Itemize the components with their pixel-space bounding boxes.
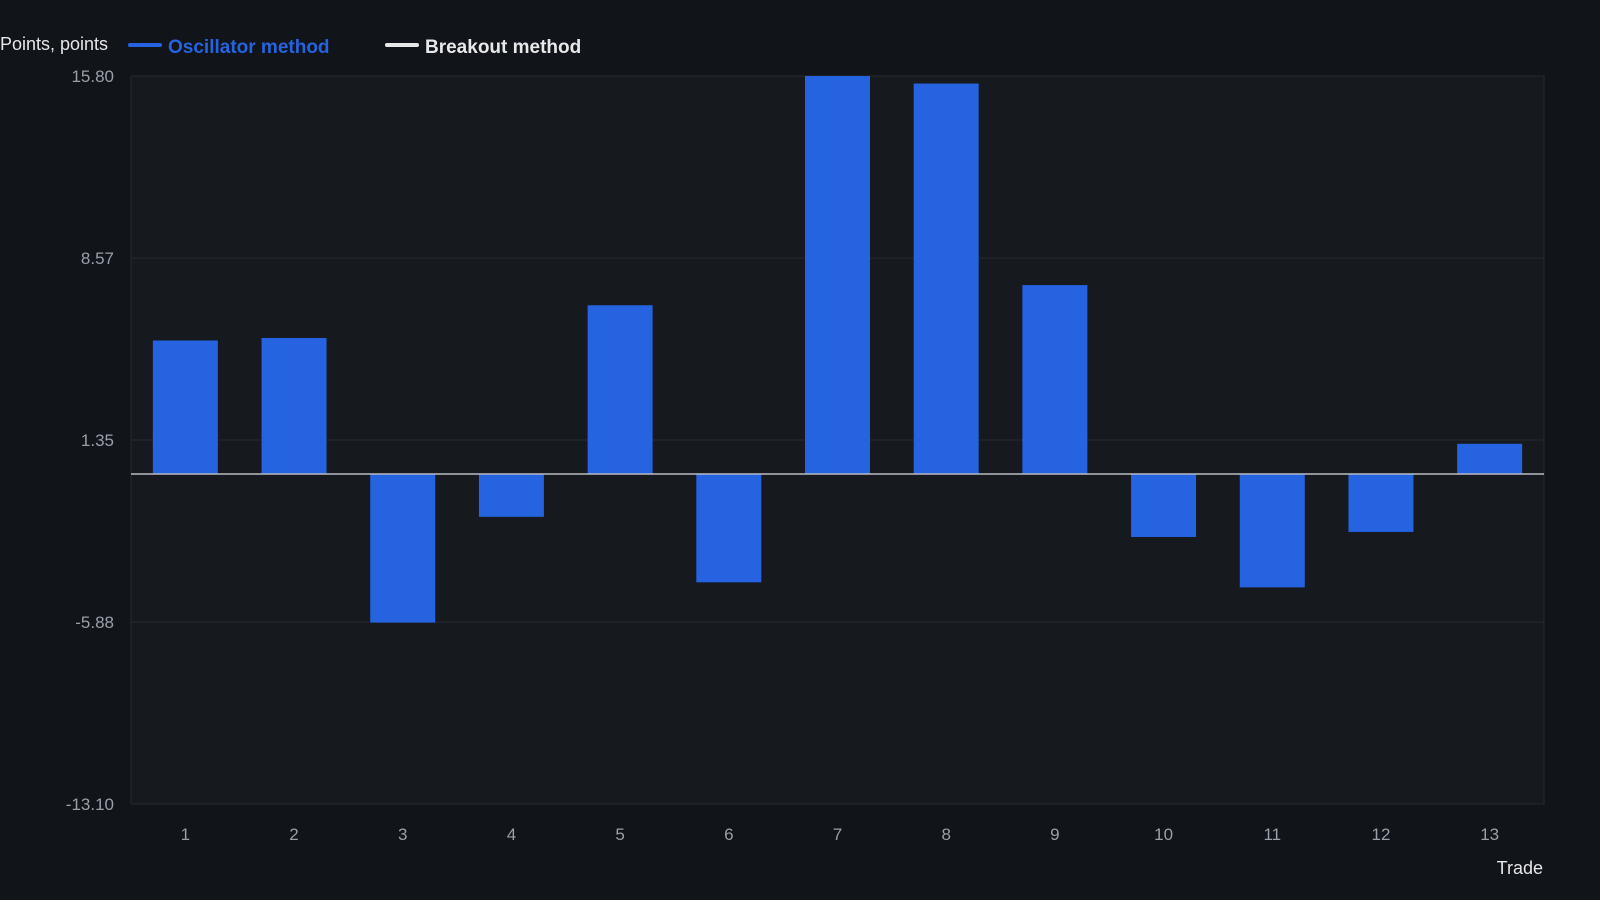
y-tick-label: 8.57 xyxy=(81,249,114,268)
legend-label-breakout: Breakout method xyxy=(425,37,581,58)
legend-item-breakout[interactable]: Breakout method xyxy=(385,37,581,58)
x-tick-label: 8 xyxy=(941,825,950,844)
x-axis-title: Trade xyxy=(1497,858,1543,878)
y-axis-ticks: 15.80 8.57 1.35 -5.88 -13.10 xyxy=(66,67,114,814)
bar-trade-5[interactable] xyxy=(587,305,653,475)
bar-trade-4[interactable] xyxy=(478,474,544,517)
bar-trade-7[interactable] xyxy=(805,76,870,475)
x-tick-label: 3 xyxy=(398,825,407,844)
bar-trade-2[interactable] xyxy=(261,337,327,475)
legend-label-oscillator: Oscillator method xyxy=(168,37,330,58)
legend: Points, points Oscillator method Breakou… xyxy=(0,34,581,58)
y-axis-title: Points, points xyxy=(0,34,108,54)
x-axis-ticks: 1 2 3 4 5 6 7 8 9 10 11 12 13 xyxy=(181,825,1500,844)
x-tick-label: 11 xyxy=(1263,825,1281,844)
bar-trade-3[interactable] xyxy=(370,474,436,623)
bar-trade-13[interactable] xyxy=(1457,443,1523,475)
legend-item-oscillator[interactable]: Oscillator method xyxy=(128,37,330,58)
x-tick-label: 1 xyxy=(181,825,190,844)
bars xyxy=(152,76,1523,623)
bar-trade-8[interactable] xyxy=(913,83,979,475)
bar-trade-6[interactable] xyxy=(696,474,762,583)
x-tick-label: 13 xyxy=(1480,825,1499,844)
bar-trade-10[interactable] xyxy=(1131,474,1197,537)
x-tick-label: 5 xyxy=(615,825,624,844)
x-tick-label: 6 xyxy=(724,825,733,844)
y-tick-label: -5.88 xyxy=(75,613,114,632)
bar-trade-12[interactable] xyxy=(1348,474,1414,532)
bar-trade-1[interactable] xyxy=(152,340,218,475)
x-tick-label: 9 xyxy=(1050,825,1059,844)
x-tick-label: 4 xyxy=(507,825,516,844)
y-tick-label: 1.35 xyxy=(81,431,114,450)
x-tick-label: 12 xyxy=(1372,825,1391,844)
bar-trade-9[interactable] xyxy=(1022,285,1088,475)
y-tick-label: -13.10 xyxy=(66,795,114,814)
x-tick-label: 2 xyxy=(289,825,298,844)
y-tick-label: 15.80 xyxy=(71,67,114,86)
bar-trade-11[interactable] xyxy=(1239,474,1305,588)
x-tick-label: 10 xyxy=(1154,825,1173,844)
x-tick-label: 7 xyxy=(833,825,842,844)
